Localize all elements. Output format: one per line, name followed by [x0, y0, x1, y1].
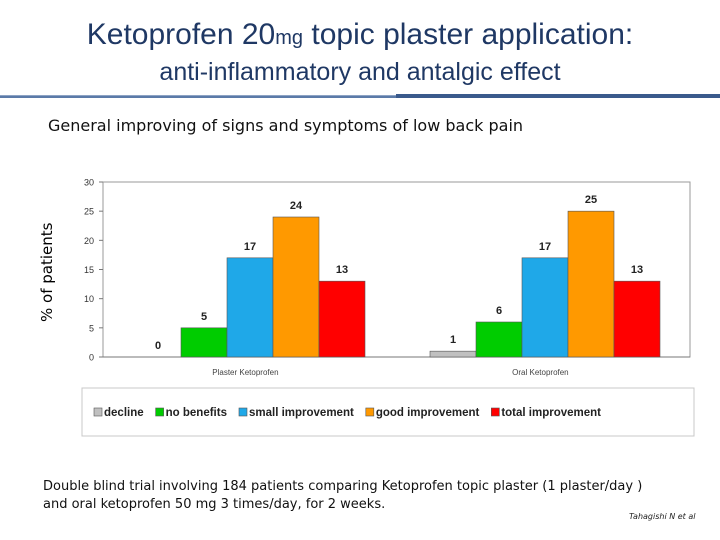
title-text: Ketoprofen 20 [86, 18, 276, 51]
x-tick-label: Plaster Ketoprofen [212, 368, 278, 377]
page-title: Ketoprofen 20mg topic plaster applicatio… [0, 18, 720, 52]
citation: Tahagishi N et al [629, 512, 696, 521]
y-tick-label: 30 [84, 178, 94, 188]
data-label: 17 [539, 241, 551, 253]
x-tick-label: Oral Ketoprofen [512, 368, 568, 377]
legend-entry: no benefits [166, 407, 227, 419]
legend-swatch [491, 407, 500, 417]
legend-entry: decline [104, 407, 144, 419]
header-rule-accent [396, 94, 720, 98]
legend-swatch [238, 407, 248, 417]
data-label: 24 [290, 200, 303, 212]
legend-entry: good improvement [376, 407, 480, 419]
data-label: 13 [631, 264, 643, 276]
data-label: 17 [244, 241, 256, 253]
y-tick-label: 5 [89, 323, 94, 333]
title-text-rest: topic plaster application: [303, 18, 634, 51]
data-label: 25 [585, 194, 597, 206]
bar [180, 327, 228, 358]
title-unit: mg [275, 27, 304, 49]
y-tick-label: 10 [84, 294, 94, 304]
y-tick-label: 20 [84, 236, 94, 246]
legend-entry: total improvement [501, 407, 601, 419]
y-tick-label: 25 [84, 207, 94, 217]
data-label: 0 [155, 340, 161, 352]
bar [272, 216, 320, 358]
data-label: 5 [201, 311, 207, 323]
header-rule [0, 95, 720, 96]
legend-swatch [93, 407, 103, 417]
bar [429, 350, 477, 358]
bar [521, 257, 569, 358]
data-label: 1 [450, 334, 456, 346]
bar [226, 257, 274, 358]
bar [567, 210, 615, 358]
legend-entry: small improvement [249, 407, 354, 419]
legend-swatch [155, 407, 164, 417]
data-label: 6 [496, 305, 502, 317]
data-label: 13 [336, 264, 348, 276]
y-tick-label: 0 [89, 353, 94, 363]
bar [613, 280, 661, 358]
y-tick-label: 15 [84, 265, 94, 275]
legend-swatch [365, 407, 375, 417]
header-rule-left [0, 96, 396, 98]
chart-caption: General improving of signs and symptoms … [48, 116, 524, 135]
legend-box [81, 387, 695, 437]
footnote: Double blind trial involving 184 patient… [43, 479, 643, 512]
bar [475, 321, 523, 358]
bar [318, 280, 366, 358]
page-subtitle: anti-inflammatory and antalgic effect [159, 58, 561, 86]
